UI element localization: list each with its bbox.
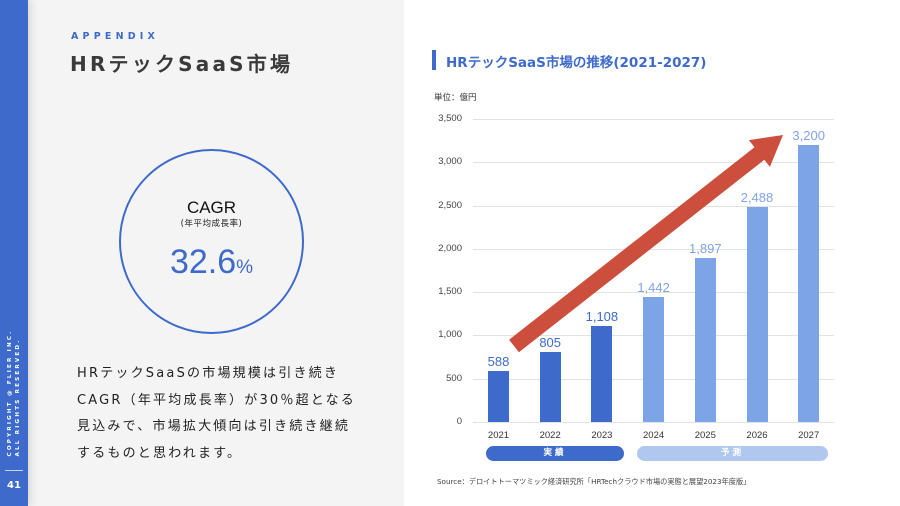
x-axis-tick: 2025 — [694, 430, 716, 441]
description-line: HRテックSaaSの市場規模は引き続き — [77, 366, 340, 381]
bar-2024 — [643, 297, 665, 422]
description-line: 見込みで、市場拡大傾向は引き続き継続 — [77, 419, 351, 434]
chart-title: HRテックSaaS市場の推移(2021-2027) — [446, 55, 707, 71]
bar-value-label: 3,200 — [792, 127, 825, 143]
page-number: 41 — [7, 480, 21, 491]
bar-value-label: 2,488 — [740, 189, 774, 205]
description-line: するものと思われます。 — [77, 445, 243, 461]
bar-value-label: 1,897 — [689, 240, 722, 256]
copyright-line-2: ALL RIGHTS RESERVED. — [15, 338, 21, 457]
copyright-line-1: COPYRIGHT @ FLIER INC. — [7, 329, 13, 457]
page-title: HRテックSaaS市場 — [70, 52, 294, 76]
bar-2021 — [488, 371, 509, 422]
bar-2023 — [591, 326, 613, 422]
cagr-unit: % — [236, 257, 254, 278]
description-text: HRテックSaaSの市場規模は引き続き CAGR（年平均成長率）が30％超となる… — [77, 361, 367, 467]
cagr-label: CAGR — [186, 198, 237, 217]
x-axis-tick: 2027 — [798, 430, 820, 441]
grid-line — [473, 119, 834, 120]
y-axis-tick: 0 — [456, 416, 462, 427]
chart-title-accent — [432, 50, 436, 70]
y-axis-tick: 1,000 — [438, 329, 462, 341]
grid-line — [473, 162, 834, 164]
grid-line — [473, 248, 834, 250]
grid-line — [473, 205, 834, 207]
grid-line — [473, 422, 834, 423]
bar-2022 — [539, 352, 561, 422]
x-axis-tick: 2023 — [591, 430, 613, 441]
actual-period-label: 実績 — [486, 446, 624, 461]
forecast-period-label: 予測 — [637, 446, 828, 461]
sidebar-divider — [5, 470, 23, 471]
bar-value-label: 805 — [539, 335, 562, 351]
y-axis-tick: 500 — [446, 372, 462, 384]
description-line: CAGR（年平均成長率）が30％超となる — [77, 392, 357, 408]
chart-source: Source：デロイトトーマツミック経済研究所「HRTechクラウド市場の実態と… — [437, 477, 751, 486]
cagr-value: 32.6% — [121, 243, 302, 282]
sidebar: COPYRIGHT @ FLIER INC. ALL RIGHTS RESERV… — [0, 0, 28, 506]
y-axis-tick: 2,500 — [438, 199, 462, 211]
y-axis-tick: 3,500 — [438, 113, 462, 124]
bar-value-label: 588 — [487, 354, 510, 370]
bar-value-label: 1,442 — [637, 280, 670, 296]
cagr-sublabel: (年平均成長率) — [180, 219, 243, 229]
y-axis-tick: 3,000 — [438, 156, 462, 168]
y-axis-tick: 2,000 — [438, 242, 462, 254]
x-axis-tick: 2026 — [746, 430, 768, 441]
copyright-notice: COPYRIGHT @ FLIER INC. ALL RIGHTS RESERV… — [2, 318, 26, 468]
chart-unit-label: 単位：億円 — [434, 93, 477, 103]
bar-2026 — [746, 206, 768, 422]
cagr-number: 32.6 — [169, 243, 237, 281]
y-axis-tick: 1,500 — [438, 286, 462, 298]
cagr-circle: CAGR (年平均成長率) 32.6% — [119, 149, 304, 334]
bar-value-label: 1,108 — [585, 309, 619, 325]
x-axis-tick: 2022 — [539, 430, 561, 441]
section-eyebrow: APPENDIX — [71, 31, 160, 42]
bar-2027 — [798, 144, 820, 422]
x-axis-tick: 2024 — [643, 430, 665, 441]
bar-2025 — [694, 257, 716, 422]
x-axis-tick: 2021 — [487, 430, 510, 441]
